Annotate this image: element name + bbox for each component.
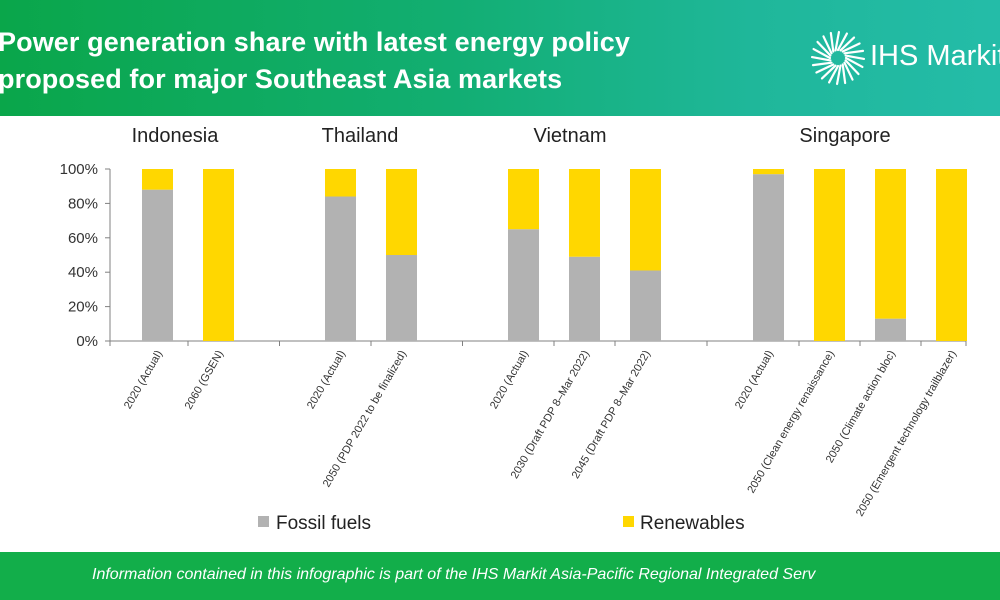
stacked-bar-chart: 0% 20% 40% 60% 80% 100% Indonesia 2020 (Actual)…	[60, 125, 967, 534]
page-title-line-2: proposed for major Southeast Asia market…	[0, 64, 563, 94]
legend-label-renewables: Renewables	[640, 513, 745, 534]
x-tick-label: 2050 (Climate action bloc)	[824, 349, 898, 466]
y-tick-label: 100%	[60, 161, 98, 178]
country-label: Vietnam	[533, 125, 606, 147]
ihs-markit-logo: IHS Markit	[808, 28, 1000, 92]
country-label: Indonesia	[132, 125, 220, 147]
y-tick-label: 60%	[68, 230, 98, 247]
bar-renewables	[325, 169, 356, 197]
bar-fossil-fuels	[508, 229, 539, 341]
x-tick-label: 2020 (Actual)	[122, 349, 165, 412]
x-tick-label: 2060 (GSEN)	[183, 349, 226, 412]
bar-renewables	[386, 169, 417, 255]
legend-label-fossil-fuels: Fossil fuels	[276, 513, 371, 534]
country-label: Thailand	[322, 125, 399, 147]
bar-renewables	[142, 169, 173, 190]
y-tick-label: 40%	[68, 264, 98, 281]
footer-text: Information contained in this infographi…	[92, 566, 816, 583]
x-tick-label: 2020 (Actual)	[733, 349, 776, 412]
country-label: Singapore	[799, 125, 890, 147]
bar-renewables	[936, 169, 967, 341]
legend-swatch-fossil-fuels	[258, 516, 269, 527]
bar-renewables	[753, 169, 784, 175]
y-tick-label: 80%	[68, 195, 98, 212]
legend-swatch-renewables	[623, 516, 634, 527]
bar-fossil-fuels	[569, 256, 600, 341]
bar-renewables	[508, 169, 539, 230]
y-tick-label: 20%	[68, 299, 98, 316]
bar-fossil-fuels	[325, 196, 356, 341]
page-title-line-1: Power generation share with latest energ…	[0, 27, 630, 57]
bar-fossil-fuels	[875, 318, 906, 341]
footer-banner: Information contained in this infographi…	[0, 552, 1000, 600]
bar-renewables	[875, 169, 906, 319]
x-tick-label: 2020 (Actual)	[488, 349, 531, 412]
bar-renewables	[569, 169, 600, 257]
header-banner: Power generation share with latest energ…	[0, 0, 1000, 116]
y-tick-label: 0%	[76, 333, 98, 350]
bar-fossil-fuels	[386, 255, 417, 341]
bar-renewables	[203, 169, 234, 341]
bar-renewables	[630, 169, 661, 271]
x-tick-label: 2050 (Emergent technology trailblazer)	[854, 349, 959, 519]
bar-fossil-fuels	[142, 189, 173, 341]
bar-renewables	[814, 169, 845, 341]
logo-text: IHS Markit	[870, 40, 1000, 72]
bar-fossil-fuels	[630, 270, 661, 341]
starburst-logo-icon	[810, 30, 866, 86]
bar-fossil-fuels	[753, 174, 784, 341]
x-tick-label: 2020 (Actual)	[305, 349, 348, 412]
